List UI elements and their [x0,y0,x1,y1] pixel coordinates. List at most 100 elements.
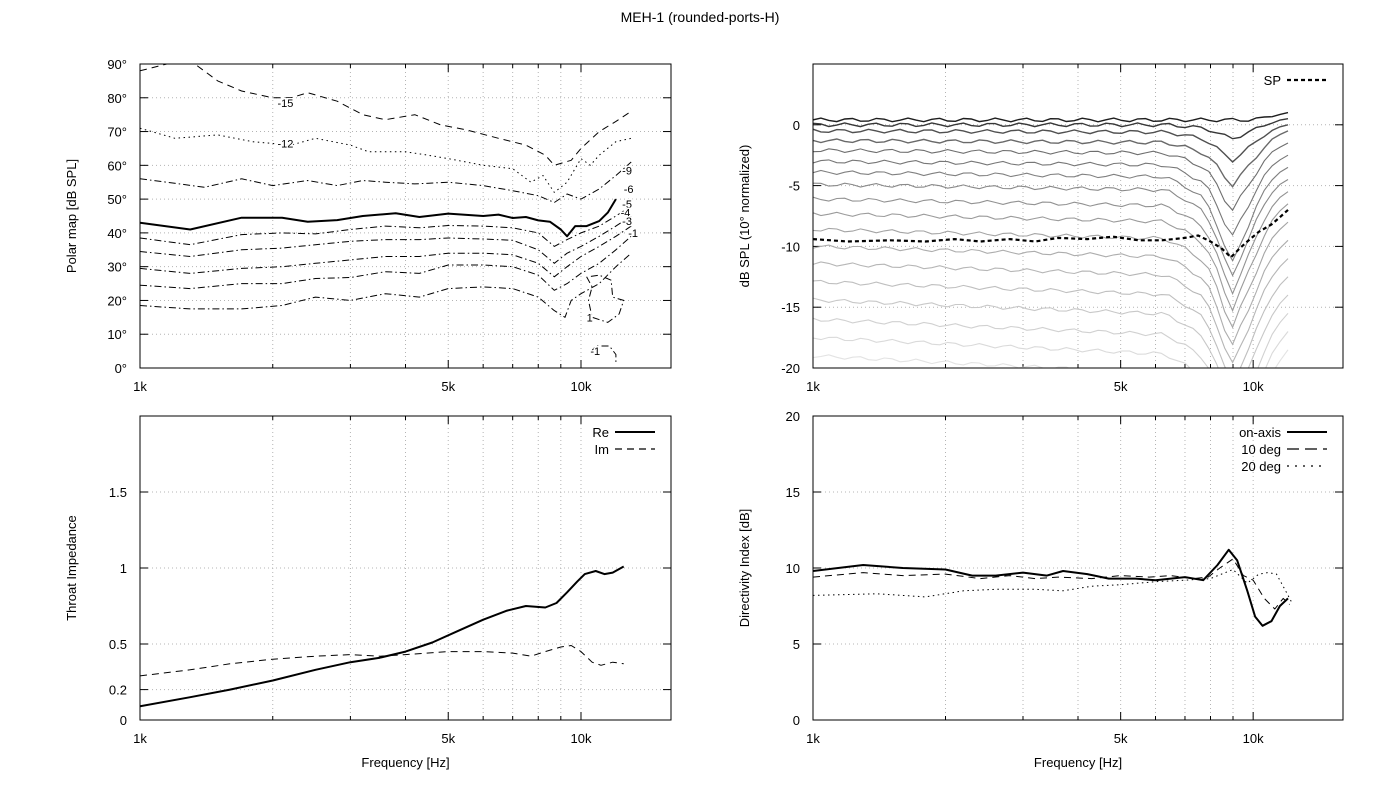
polar-response-curve [813,221,1289,329]
y-tick-label: 1.5 [109,485,127,500]
contour-label: 1 [587,312,593,324]
polar-response-curve [813,142,1289,212]
x-tick-label: 5k [1114,731,1128,746]
polar-response-curve [813,331,1289,368]
y-tick-label: 20 [786,409,800,424]
series-line-re [140,565,625,708]
contour-label: -12 [277,138,293,150]
polar-response-curve [813,258,1289,364]
y-axis-label: Polar map [dB SPL] [64,159,79,273]
series-line-20-deg [813,569,1292,602]
y-tick-label: 0 [120,713,127,728]
x-axis-label: Frequency [Hz] [361,755,449,770]
y-tick-label: 40° [107,226,127,241]
series-line-on-axis [813,548,1289,627]
y-tick-label: 60° [107,158,127,173]
polar-response-curve [813,239,1289,346]
plot-area [140,565,625,708]
polar-response-curve [813,203,1289,313]
y-tick-label: -15 [781,300,800,315]
legend-label: 10 deg [1241,442,1281,457]
polar-response-curve [813,154,1289,236]
x-tick-label: 5k [441,379,455,394]
polar-response-curve [813,118,1289,140]
x-tick-label: 5k [441,731,455,746]
polar-response-curve [813,179,1289,277]
x-axis-label: Frequency [Hz] [1034,755,1122,770]
y-tick-label: 5 [793,637,800,652]
y-tick-label: -20 [781,361,800,376]
legend-label: Im [595,442,609,457]
y-axis-label: dB SPL (10° normalized) [737,145,752,288]
series-line-10-deg [813,558,1290,610]
x-tick-label: 10k [571,379,592,394]
polar-response-curve [813,130,1289,188]
legend-label: on-axis [1239,425,1281,440]
series-line-6 [140,215,632,264]
y-axis-label: Directivity Index [dB] [737,509,752,628]
plot-area [813,548,1292,627]
plot-area [140,64,632,365]
contour-label: -9 [622,165,632,177]
polar-response-curve [813,276,1289,368]
y-tick-label: 10 [786,561,800,576]
y-tick-label: 10° [107,327,127,342]
contour-label: -6 [624,184,634,196]
series-line-3 [140,161,632,203]
contour-label: -3 [622,216,632,228]
series-line-5 [140,205,632,247]
plot-frame [139,63,672,369]
series-line-2 [140,127,632,193]
y-tick-label: 0.2 [109,683,127,698]
contour-label: -15 [277,98,293,110]
plot-frame [812,415,1344,721]
figure-title: MEH-1 (rounded-ports-H) [620,9,780,25]
polar-response-curve [813,349,1289,368]
y-axis-label: Throat Impedance [64,515,79,621]
polar-response-curve [813,166,1289,262]
plot-frame [812,63,1344,369]
polar-response-curve [813,294,1289,368]
chart-impedance: 1k 5k 10k 0 0.2 0.5 1 1.5 Throat Impedance Freque… [64,415,672,770]
x-tick-label: 10k [1243,731,1264,746]
contour-label: -4 [621,208,631,220]
series-line-8 [140,235,632,291]
x-tick-label: 1k [806,379,820,394]
chart-directivity: 1k 5k 10k 0 5 10 15 20 Directivity Index [dB] Fre… [737,409,1344,770]
chart-polar: 1k 5k 10k 0° 10° 20° 30° 40° 50° 60° 70° 80° 90° Pola… [64,57,672,394]
polar-response-curve [813,312,1289,368]
y-tick-label: 0 [793,713,800,728]
series-line-10 [586,274,625,323]
legend-label: Re [592,425,609,440]
y-tick-label: 15 [786,485,800,500]
polar-response-curve [813,191,1289,296]
y-tick-label: 50° [107,192,127,207]
legend-label: SP [1264,73,1281,88]
y-tick-label: 30° [107,260,127,275]
polar-response-curve [813,124,1289,163]
series-line-9 [140,252,632,318]
y-tick-label: 0 [793,118,800,133]
y-tick-label: 0° [115,361,127,376]
chart-normalized: 1k 5k 10k 0 -5 -10 -15 -20 dB SPL (10° normalize… [737,63,1344,394]
y-tick-label: 90° [107,57,127,72]
polar-response-curve [1287,367,1288,368]
x-tick-label: 10k [571,731,592,746]
legend-label: 20 deg [1241,459,1281,474]
series-line-sp [813,209,1289,259]
x-tick-label: 1k [133,379,147,394]
series-line-1 [140,64,632,166]
series-line-7 [140,225,632,278]
series-line-4 [140,198,617,238]
series-line-11 [589,345,617,365]
y-tick-label: 70° [107,125,127,140]
y-tick-label: 0.5 [109,637,127,652]
y-tick-label: -5 [788,179,800,194]
x-tick-label: 5k [1114,379,1128,394]
y-tick-label: 1 [120,561,127,576]
contour-label: -1 [590,346,600,358]
y-tick-label: -10 [781,239,800,254]
contour-label: -5 [622,199,632,211]
plot-area [813,111,1289,368]
